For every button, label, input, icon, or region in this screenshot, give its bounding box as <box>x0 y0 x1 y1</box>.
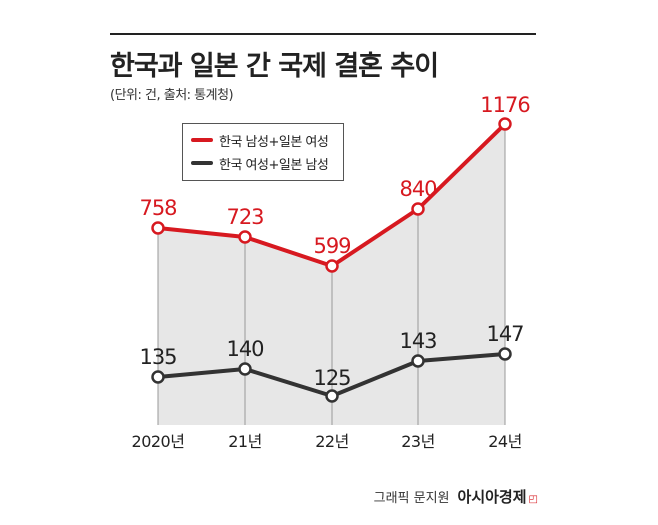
series-1-point-5 <box>498 117 512 131</box>
series-2-label-1: 135 <box>139 345 176 369</box>
series-2-point-1 <box>151 370 165 384</box>
legend-label-series-2: 한국 여성+일본 남성 <box>219 157 329 173</box>
series-1-label-4: 840 <box>399 177 436 201</box>
credit-text: 그래픽 문지원 <box>373 491 450 506</box>
legend-item-series-1: 한국 남성+일본 여성 <box>191 130 329 150</box>
series-1-label-2: 723 <box>226 205 263 229</box>
legend-swatch-dark <box>191 161 213 165</box>
brand-mark-icon: ◰ <box>528 494 538 505</box>
legend-item-series-2: 한국 여성+일본 남성 <box>191 153 329 173</box>
series-1-label-1: 758 <box>139 196 176 220</box>
series-1-point-2 <box>238 230 252 244</box>
series-1-label-3: 599 <box>313 234 350 258</box>
chart-subtitle: (단위: 건, 출처: 통계청) <box>110 88 234 103</box>
series-2-point-3 <box>325 389 339 403</box>
series-2-label-4: 143 <box>399 329 436 353</box>
legend-label-series-1: 한국 남성+일본 여성 <box>219 134 329 150</box>
series-1-point-1 <box>151 221 165 235</box>
series-points <box>151 117 512 403</box>
x-tick-1: 2020년 <box>132 432 185 451</box>
legend: 한국 남성+일본 여성 한국 여성+일본 남성 <box>182 123 344 181</box>
series-2-point-4 <box>411 354 425 368</box>
x-tick-3: 22년 <box>315 432 349 451</box>
series-2-label-5: 147 <box>486 322 523 346</box>
x-tick-5: 24년 <box>488 432 522 451</box>
series-2-point-2 <box>238 362 252 376</box>
series-1-label-5: 1176 <box>480 93 530 117</box>
drop-lines <box>157 124 506 425</box>
x-tick-2: 21년 <box>228 432 262 451</box>
data-labels: 758 723 599 840 1176 135 140 125 143 147 <box>139 93 531 390</box>
x-tick-labels: 2020년 21년 22년 23년 24년 <box>132 432 523 451</box>
x-tick-4: 23년 <box>401 432 435 451</box>
series-2-label-3: 125 <box>313 366 350 390</box>
credit: 그래픽 문지원 아시아경제 ◰ <box>374 486 538 507</box>
legend-swatch-red <box>191 138 213 142</box>
chart-title: 한국과 일본 간 국제 결혼 추이 <box>110 51 439 82</box>
credit-brand: 아시아경제 <box>457 488 527 506</box>
series-2-label-2: 140 <box>226 337 263 361</box>
series-1-point-4 <box>411 202 425 216</box>
series-1-point-3 <box>325 259 339 273</box>
series-2-point-5 <box>498 347 512 361</box>
